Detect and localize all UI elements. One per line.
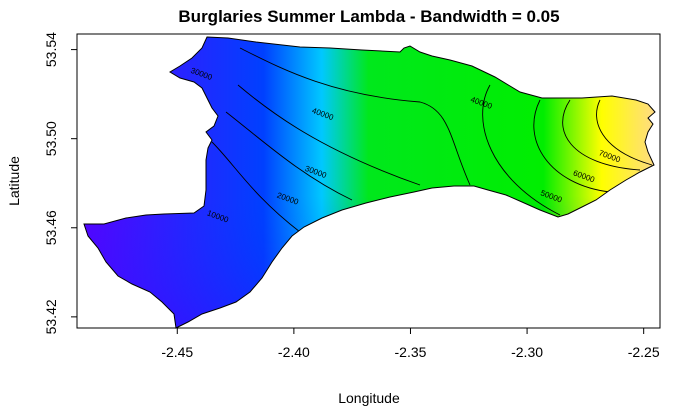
y-axis: 53.42 53.46 53.50 53.54 (43, 32, 77, 334)
y-tick-label: 53.50 (43, 121, 59, 156)
contour-line (225, 111, 353, 201)
y-tick-label: 53.46 (43, 210, 59, 245)
y-tick-label: 53.54 (43, 32, 59, 67)
contour-line (596, 99, 653, 166)
x-axis-label: Longitude (338, 390, 400, 406)
x-axis: -2.45 -2.40 -2.35 -2.30 -2.25 (161, 328, 660, 360)
contour-line (562, 99, 641, 171)
chart-title: Burglaries Summer Lambda - Bandwidth = 0… (178, 7, 559, 26)
y-axis-label: Latitude (6, 156, 22, 206)
x-tick-label: -2.40 (278, 344, 310, 360)
plot-frame (76, 33, 661, 329)
x-tick-label: -2.35 (395, 344, 427, 360)
contour-line (239, 47, 471, 186)
heatmap-region (84, 37, 655, 328)
contour-line (482, 84, 561, 216)
contour-line (237, 84, 421, 186)
y-tick-label: 53.42 (43, 299, 59, 334)
x-tick-label: -2.25 (628, 344, 660, 360)
region-outline (83, 36, 656, 329)
x-tick-label: -2.45 (161, 344, 193, 360)
contour-line (211, 141, 301, 233)
x-tick-label: -2.30 (511, 344, 543, 360)
contour-lines (211, 47, 653, 233)
contour-line (533, 99, 611, 193)
